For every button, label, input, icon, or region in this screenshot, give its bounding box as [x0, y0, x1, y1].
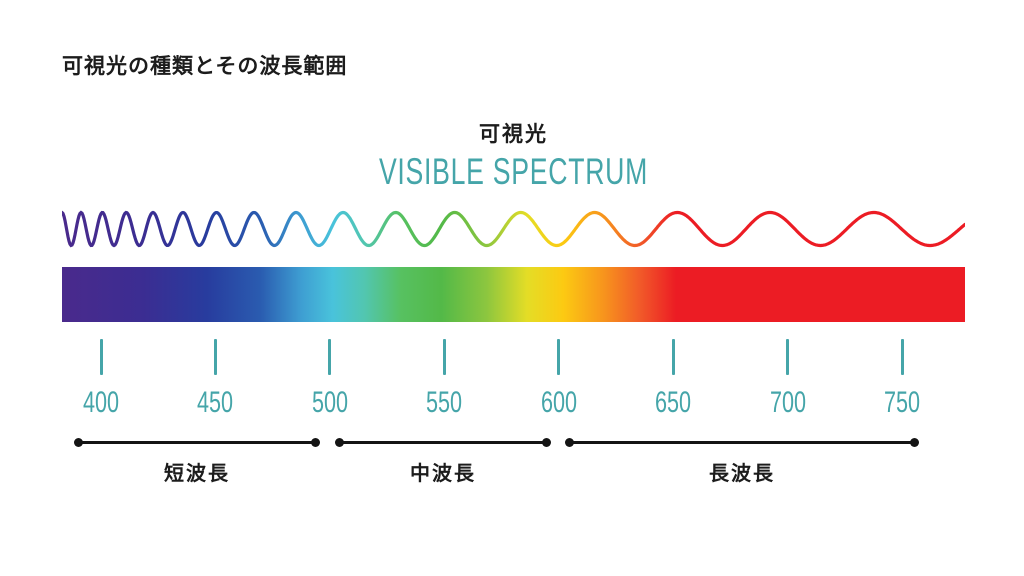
range-line-1 [74, 438, 320, 446]
tick-label-750: 750 [883, 386, 921, 419]
tick-label-400: 400 [82, 386, 120, 419]
tick-label-550: 550 [426, 386, 463, 419]
tick-mark-500 [328, 339, 332, 375]
tick-label-600: 600 [540, 386, 577, 419]
tick-mark-650 [671, 339, 675, 375]
heading-japanese: 可視光 [479, 123, 548, 146]
tick-label-450: 450 [197, 386, 234, 419]
tick-label-650: 650 [655, 386, 692, 419]
spectrum-wave [62, 210, 965, 248]
range-line-2 [335, 438, 551, 446]
range-label-2: 中波長 [410, 463, 476, 485]
chirp-wave-path [62, 210, 965, 248]
tick-mark-550 [442, 339, 446, 375]
tick-mark-600 [557, 339, 561, 375]
range-line-3 [565, 438, 919, 446]
tick-mark-700 [786, 339, 790, 375]
heading-english: VISIBLE SPECTRUM [378, 151, 649, 192]
range-label-3: 長波長 [709, 463, 775, 485]
spectrum-gradient-bar [62, 267, 965, 322]
page-title: 可視光の種類とその波長範囲 [62, 55, 348, 78]
tick-mark-400 [99, 339, 103, 375]
tick-mark-450 [213, 339, 217, 375]
tick-label-700: 700 [769, 386, 806, 419]
tick-mark-750 [900, 339, 904, 375]
tick-label-500: 500 [311, 386, 348, 419]
heading-block: 可視光 VISIBLE SPECTRUM [62, 118, 965, 193]
range-label-1: 短波長 [164, 463, 230, 485]
